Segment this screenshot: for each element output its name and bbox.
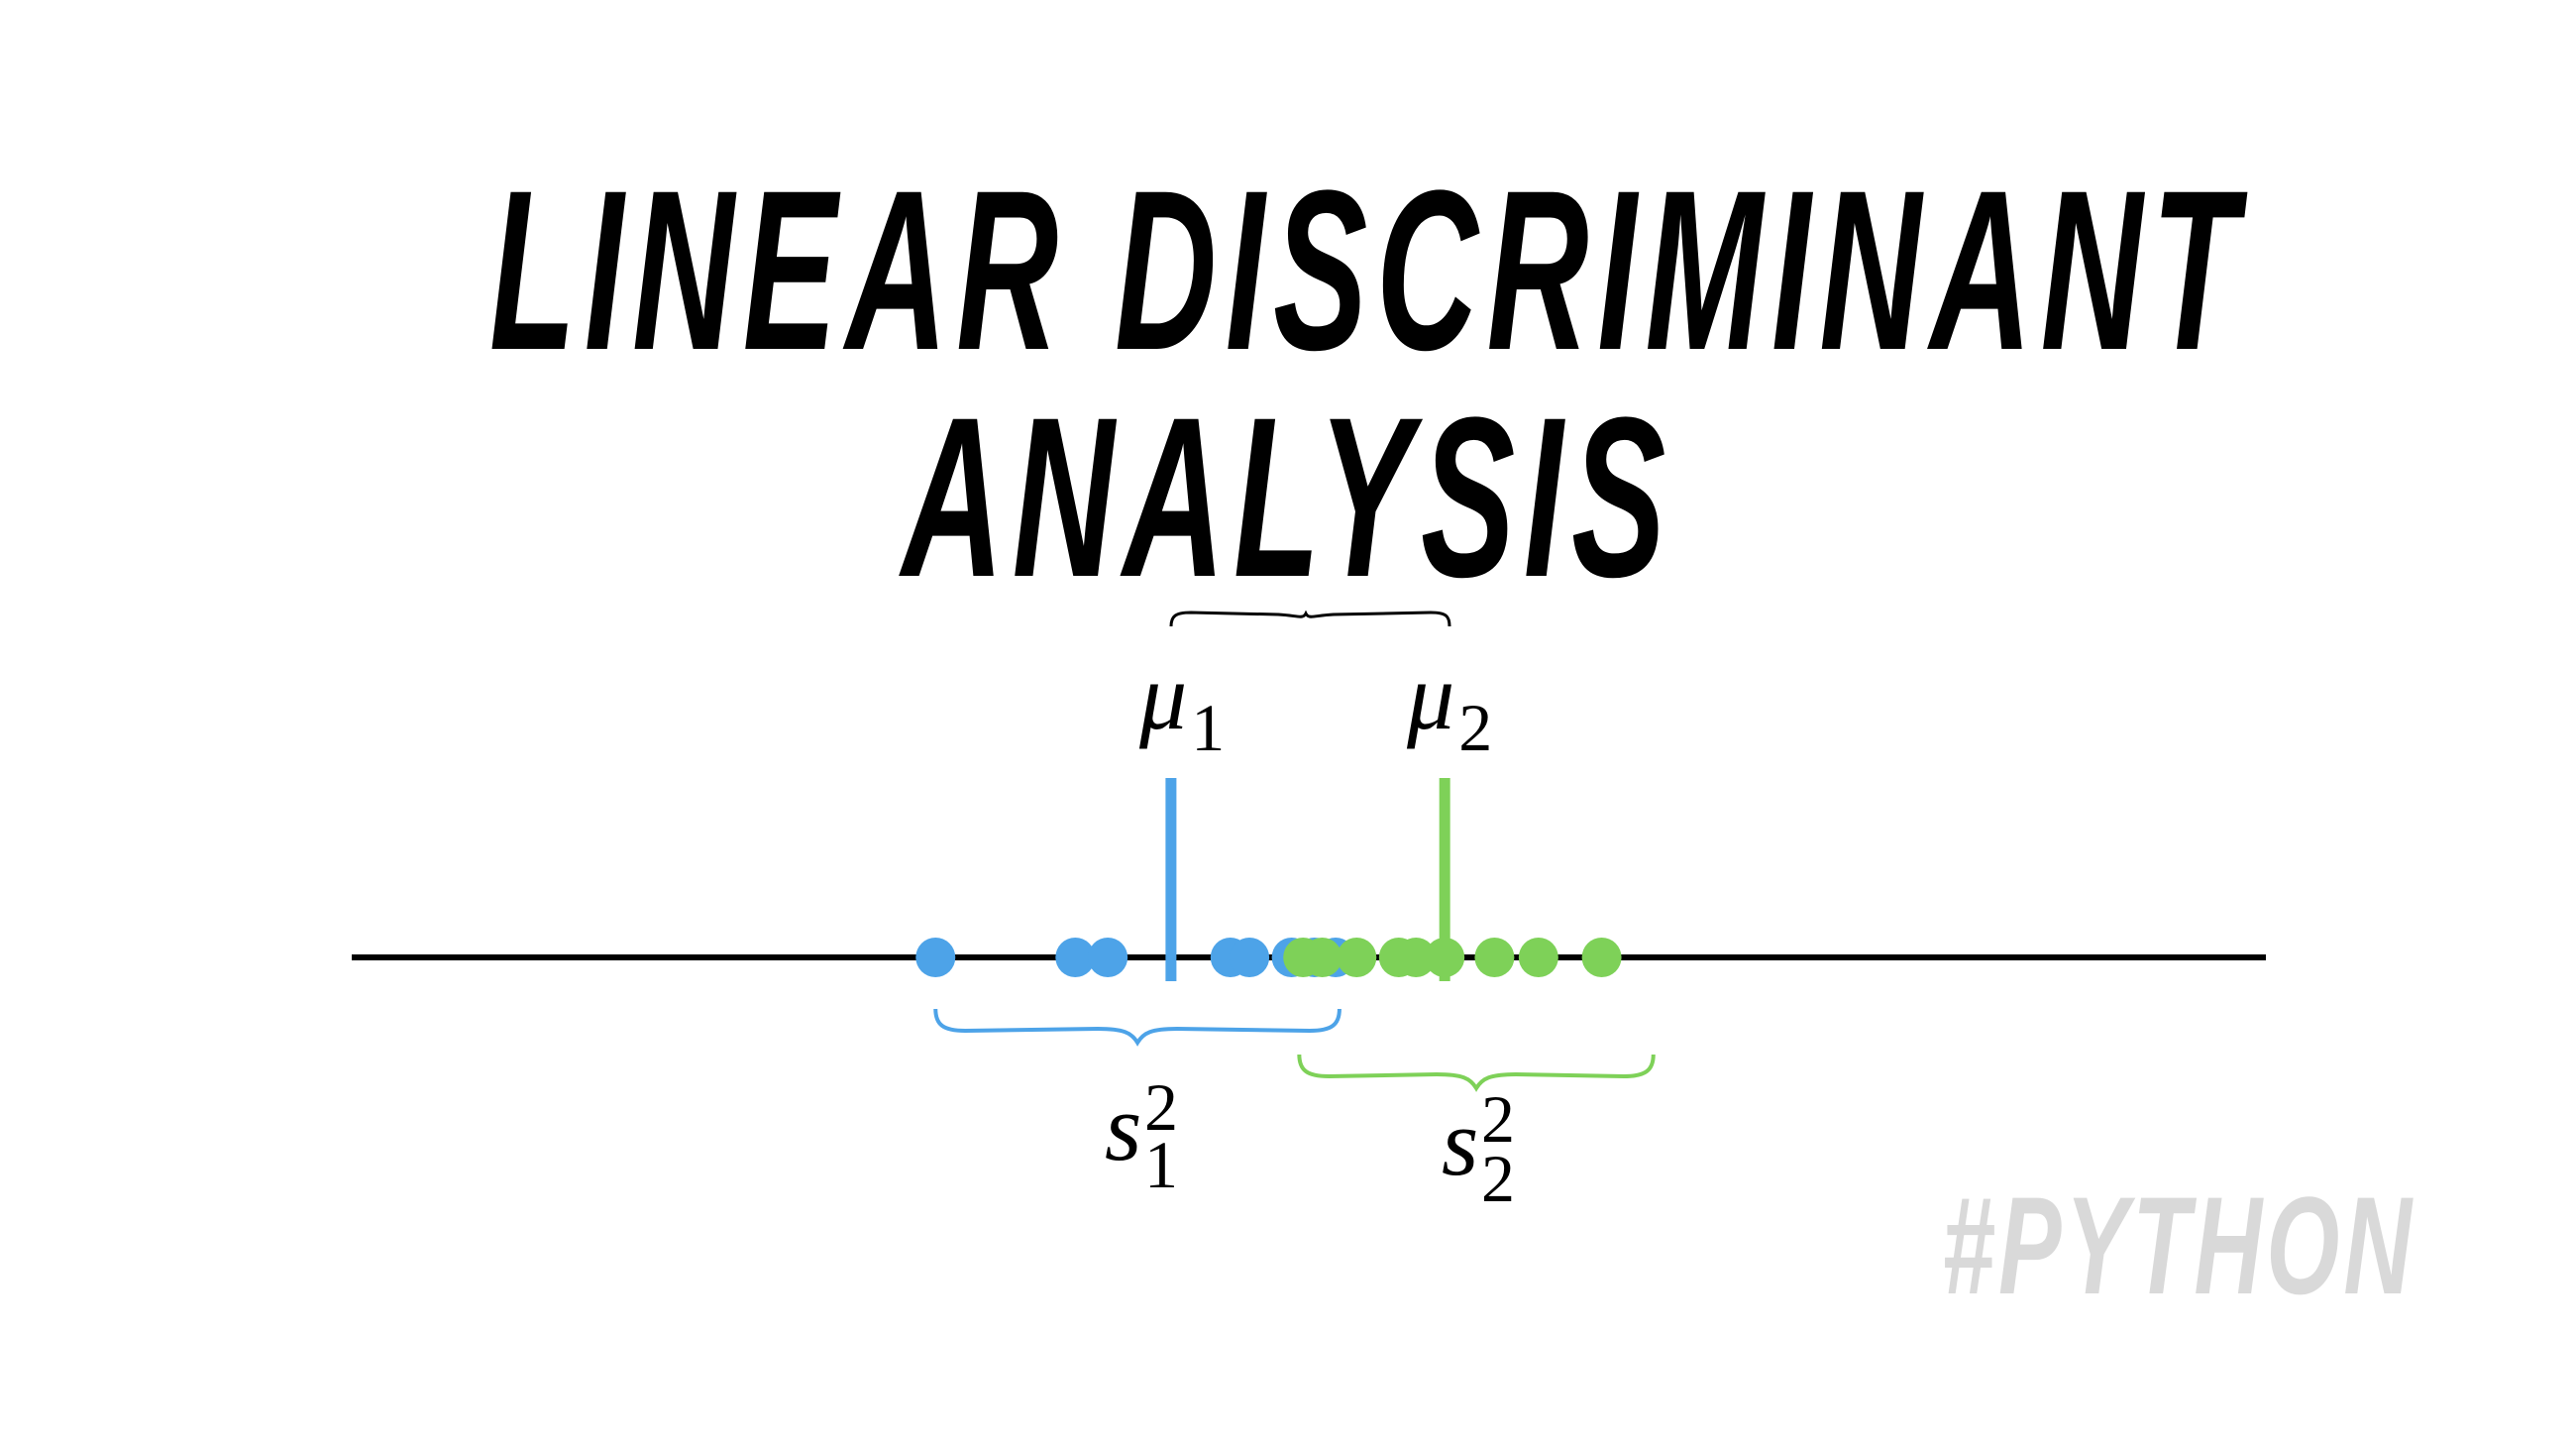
- s1-symbol: s: [1105, 1074, 1141, 1180]
- s1-superscript: 2: [1144, 1069, 1178, 1145]
- s2-subscript: 2: [1481, 1141, 1515, 1216]
- class-2-spread-brace: [1297, 1054, 1656, 1092]
- s2-symbol: s: [1442, 1089, 1478, 1195]
- class-1-point: [1088, 938, 1128, 977]
- s1-subscript: 1: [1144, 1127, 1178, 1202]
- class-1-point: [915, 938, 956, 977]
- title-line-1: LINEAR DISCRIMINANT: [489, 143, 2247, 397]
- mu1-label: μ1: [1138, 643, 1225, 765]
- class-2-points: [1283, 938, 1622, 977]
- s1-squared-label: s2 1: [1105, 1069, 1178, 1202]
- class-2-point: [1518, 938, 1558, 977]
- class-1-spread-brace: [933, 1008, 1342, 1047]
- mu2-symbol: μ: [1406, 643, 1454, 749]
- class-2-point: [1396, 938, 1437, 977]
- python-hashtag: #PYTHON: [1941, 1168, 2415, 1323]
- mu2-subscript: 2: [1458, 690, 1492, 765]
- class-1-point: [1230, 938, 1270, 977]
- mu1-symbol: μ: [1138, 643, 1187, 749]
- class-2-point: [1337, 938, 1377, 977]
- class-2-point: [1474, 938, 1515, 977]
- class-2-point: [1425, 938, 1465, 977]
- title-line-2: ANALYSIS: [902, 370, 1674, 624]
- class-1-point: [1055, 938, 1096, 977]
- s2-superscript: 2: [1481, 1081, 1515, 1157]
- mu1-subscript: 1: [1191, 690, 1225, 765]
- class-2-point: [1302, 938, 1342, 977]
- mu2-label: μ2: [1406, 643, 1492, 765]
- top-brace: [1169, 610, 1451, 627]
- s2-squared-label: s2 2: [1442, 1081, 1515, 1216]
- class-2-point: [1581, 938, 1622, 977]
